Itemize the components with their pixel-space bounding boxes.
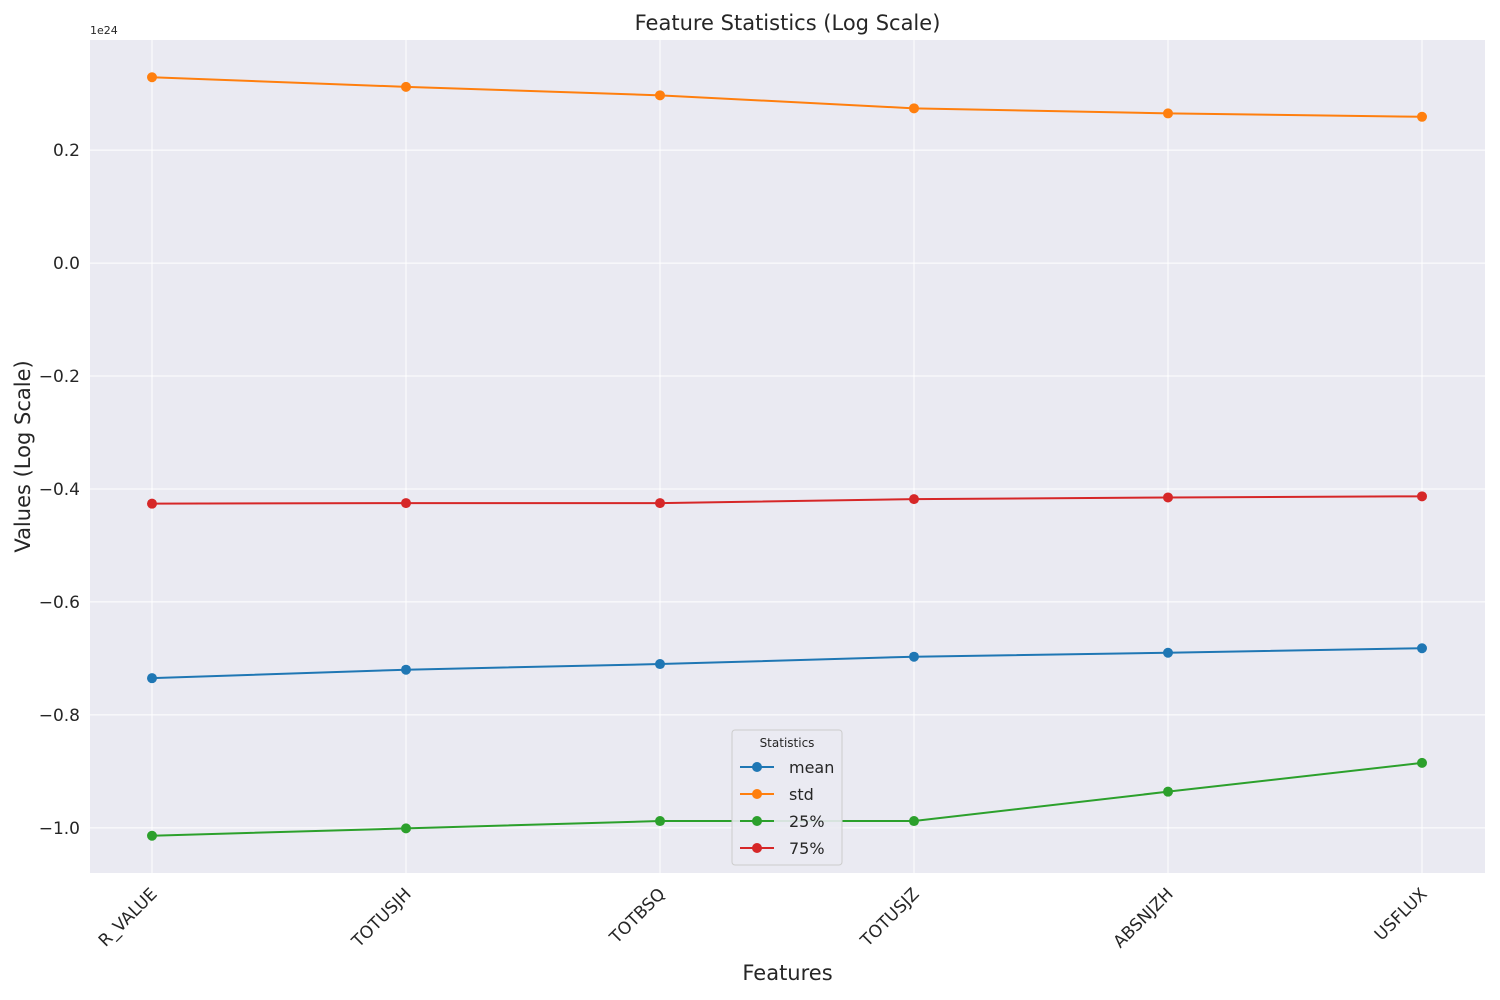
data-point bbox=[401, 664, 411, 675]
data-point bbox=[1163, 108, 1173, 119]
grid bbox=[90, 40, 1485, 873]
legend-swatch-marker bbox=[752, 843, 762, 853]
data-point bbox=[1163, 786, 1173, 797]
data-point bbox=[1417, 757, 1427, 768]
x-axis-label: Features bbox=[742, 961, 832, 985]
legend-title: Statistics bbox=[760, 736, 815, 750]
series-line bbox=[151, 647, 1423, 680]
chart-title: Feature Statistics (Log Scale) bbox=[635, 11, 941, 35]
data-point bbox=[147, 673, 157, 684]
data-point bbox=[401, 823, 411, 834]
legend-box bbox=[731, 729, 843, 866]
data-point bbox=[1163, 492, 1173, 503]
legend-item: std bbox=[740, 785, 814, 804]
data-point bbox=[1417, 643, 1427, 654]
data-point bbox=[655, 659, 665, 670]
series-layer bbox=[147, 72, 1427, 841]
x-tick-label: TOTUSJZ bbox=[856, 884, 923, 951]
x-tick-label: TOTUSJH bbox=[348, 884, 416, 952]
data-point bbox=[655, 90, 665, 101]
x-tick-label: TOTBSQ bbox=[605, 884, 669, 948]
data-point bbox=[147, 72, 157, 83]
data-point bbox=[147, 498, 157, 509]
data-point bbox=[909, 103, 919, 114]
legend-swatch-marker bbox=[752, 816, 762, 826]
legend-label: 75% bbox=[789, 839, 825, 858]
data-point bbox=[909, 816, 919, 827]
legend: Statistics mean std 25% 75% bbox=[731, 729, 843, 866]
legend-item: 25% bbox=[740, 812, 825, 831]
y-tick-label: 0.2 bbox=[53, 141, 80, 161]
y-ticks: 0.2 0.0 −0.2 −0.4 −0.6 −0.8 −1.0 bbox=[39, 141, 80, 839]
legend-swatch-marker bbox=[752, 762, 762, 772]
legend-item: 75% bbox=[740, 839, 825, 858]
y-tick-label: −0.4 bbox=[39, 480, 80, 500]
x-tick-label: ABSNJZH bbox=[1110, 884, 1178, 952]
series-0 bbox=[147, 643, 1427, 684]
data-point bbox=[909, 494, 919, 505]
y-tick-label: −0.6 bbox=[39, 593, 80, 613]
series-1 bbox=[147, 72, 1427, 122]
data-point bbox=[655, 816, 665, 827]
data-point bbox=[909, 651, 919, 662]
x-tick-label: USFLUX bbox=[1371, 884, 1432, 945]
x-ticks: R_VALUE TOTUSJH TOTBSQ TOTUSJZ ABSNJZH USFLUX bbox=[95, 884, 1432, 952]
y-tick-label: 0.0 bbox=[53, 254, 80, 274]
data-point bbox=[655, 498, 665, 509]
data-point bbox=[401, 81, 411, 92]
y-tick-label: −0.2 bbox=[39, 367, 80, 387]
legend-label: mean bbox=[789, 758, 834, 777]
legend-label: 25% bbox=[789, 812, 825, 831]
legend-swatch-marker bbox=[752, 789, 762, 799]
data-point bbox=[147, 830, 157, 841]
y-tick-label: −1.0 bbox=[39, 819, 80, 839]
legend-label: std bbox=[789, 785, 814, 804]
x-tick-label: R_VALUE bbox=[95, 884, 162, 951]
data-point bbox=[1417, 491, 1427, 502]
data-point bbox=[1163, 647, 1173, 658]
y-offset-label: 1e24 bbox=[90, 24, 118, 37]
series-3 bbox=[147, 491, 1427, 509]
series-line bbox=[151, 76, 1423, 118]
data-point bbox=[1417, 111, 1427, 122]
data-point bbox=[401, 498, 411, 509]
y-tick-label: −0.8 bbox=[39, 706, 80, 726]
legend-item: mean bbox=[740, 758, 834, 777]
y-axis-label: Values (Log Scale) bbox=[11, 360, 35, 552]
series-line bbox=[151, 495, 1423, 505]
